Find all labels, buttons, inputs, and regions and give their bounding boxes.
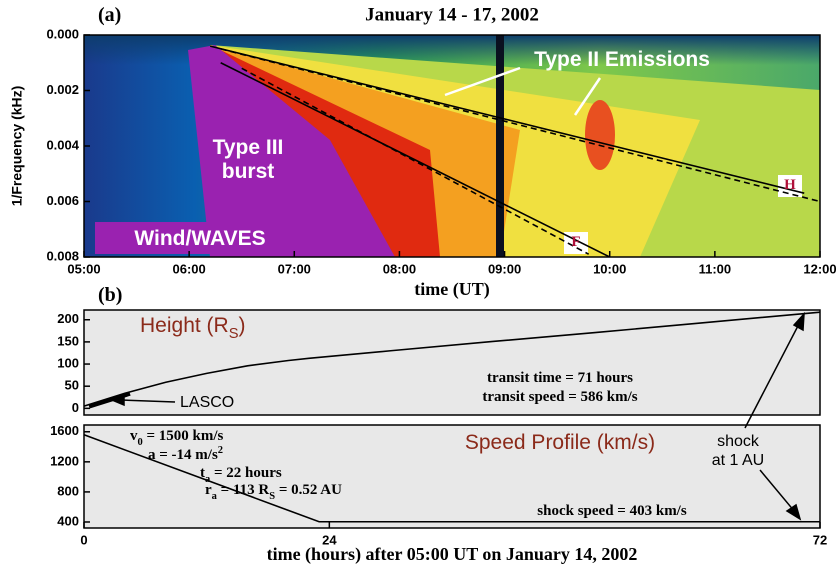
y-tick-label: 100 [57, 355, 79, 370]
annotation: shock speed = 403 km/s [537, 503, 687, 519]
annotation: transit speed = 586 km/s [482, 389, 637, 405]
text-part: at 1 AU [712, 452, 764, 469]
annotation: burst [222, 160, 275, 183]
text-part: Speed Profile (km/s) [465, 431, 655, 454]
text-part: LASCO [180, 394, 234, 411]
text-part: F [571, 234, 580, 250]
y-tick-label: 800 [57, 483, 79, 498]
y-tick-label: 200 [57, 311, 79, 326]
x-tick-label: 0 [80, 532, 87, 547]
x-tick-label: 07:00 [278, 261, 311, 276]
emission-region [585, 100, 615, 170]
annotation: transit time = 71 hours [487, 370, 633, 386]
annotation: LASCO [180, 394, 234, 411]
text-part: (b) [98, 284, 122, 306]
x-tick-label: 10:00 [593, 261, 626, 276]
annotation: H [784, 177, 796, 193]
text-part: Type II Emissions [534, 48, 710, 71]
chart-title: January 14 - 17, 2002 [365, 4, 539, 25]
text-part: shock [717, 433, 760, 450]
annotation: Type III [213, 136, 284, 159]
y-tick-label: 50 [65, 378, 79, 393]
annotation: a = -14 m/s2 [148, 445, 223, 464]
x-tick-label: 06:00 [173, 261, 206, 276]
y-axis-label: 1/Frequency (kHz) [9, 86, 25, 207]
x-axis-label: time (hours) after 05:00 UT on January 1… [267, 544, 638, 565]
y-tick-label: 0.004 [46, 137, 79, 152]
annotation: (a) [98, 4, 121, 26]
text-part: transit time = 71 hours [487, 370, 633, 386]
x-tick-label: 08:00 [383, 261, 416, 276]
superscript: 2 [218, 445, 223, 456]
y-tick-label: 1600 [50, 423, 79, 438]
text-part: a = -14 m/s [148, 447, 218, 463]
x-tick-label: 72 [813, 532, 827, 547]
x-tick-label: 12:00 [803, 261, 836, 276]
text-part: Wind/WAVES [134, 227, 265, 250]
panel-label: Speed Profile (km/s) [465, 431, 655, 454]
text-part: burst [222, 160, 275, 183]
y-tick-label: 0.006 [46, 193, 79, 208]
figure: 0.0000.0020.0040.0060.00805:0006:0007:00… [0, 0, 836, 570]
text-part: Height (R [140, 314, 229, 337]
y-tick-label: 400 [57, 513, 79, 528]
y-tick-label: 0.000 [46, 26, 79, 41]
text-part: ) [239, 314, 246, 337]
text-part: Type III [213, 136, 284, 159]
annotation: Type II Emissions [534, 48, 710, 71]
y-tick-label: 0 [72, 400, 79, 415]
x-tick-label: 09:00 [488, 261, 521, 276]
subscript: S [229, 326, 239, 342]
text-part: shock speed = 403 km/s [537, 503, 687, 519]
text-part: = 22 hours [210, 465, 282, 481]
y-tick-label: 1200 [50, 453, 79, 468]
x-axis-label: time (UT) [414, 279, 489, 300]
y-tick-label: 150 [57, 333, 79, 348]
text-part: H [784, 177, 796, 193]
annotation: (b) [98, 284, 122, 306]
text-part: = 1500 km/s [143, 428, 224, 444]
text-part: transit speed = 586 km/s [482, 389, 637, 405]
text-part: (a) [98, 4, 121, 26]
text-part: = 113 R [217, 482, 269, 498]
text-part: = 0.52 AU [275, 482, 342, 498]
y-tick-label: 0.002 [46, 82, 79, 97]
x-tick-label: 05:00 [67, 261, 100, 276]
data-gap [496, 35, 504, 257]
annotation: shock [717, 433, 760, 450]
x-tick-label: 11:00 [699, 261, 732, 276]
annotation: Wind/WAVES [134, 227, 265, 250]
annotation: at 1 AU [712, 452, 764, 469]
annotation: F [571, 234, 580, 250]
